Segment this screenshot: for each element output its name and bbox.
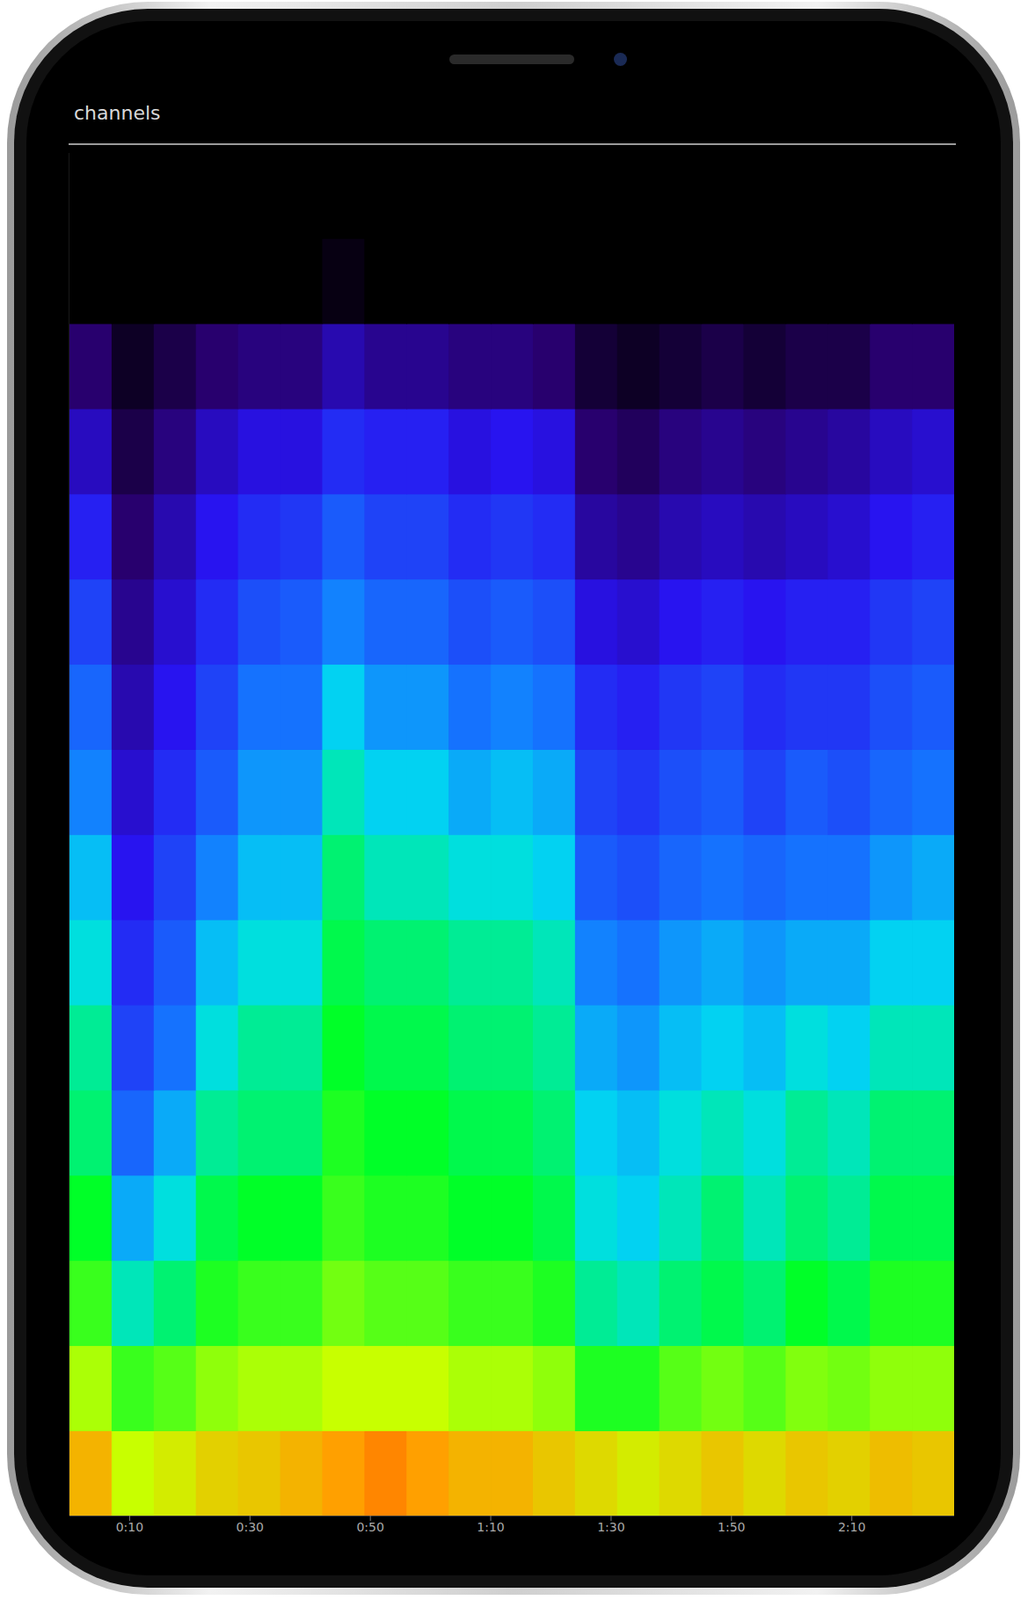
svg-text:0:30: 0:30 (236, 1520, 264, 1535)
svg-text:0:50: 0:50 (356, 1520, 384, 1535)
svg-text:1:10: 1:10 (476, 1520, 504, 1535)
svg-text:0:10: 0:10 (116, 1520, 144, 1535)
svg-text:1:30: 1:30 (597, 1520, 625, 1535)
html-text:channels: channels (73, 102, 161, 124)
svg-text:1:50: 1:50 (717, 1520, 745, 1535)
svg-text:2:10: 2:10 (838, 1520, 866, 1535)
